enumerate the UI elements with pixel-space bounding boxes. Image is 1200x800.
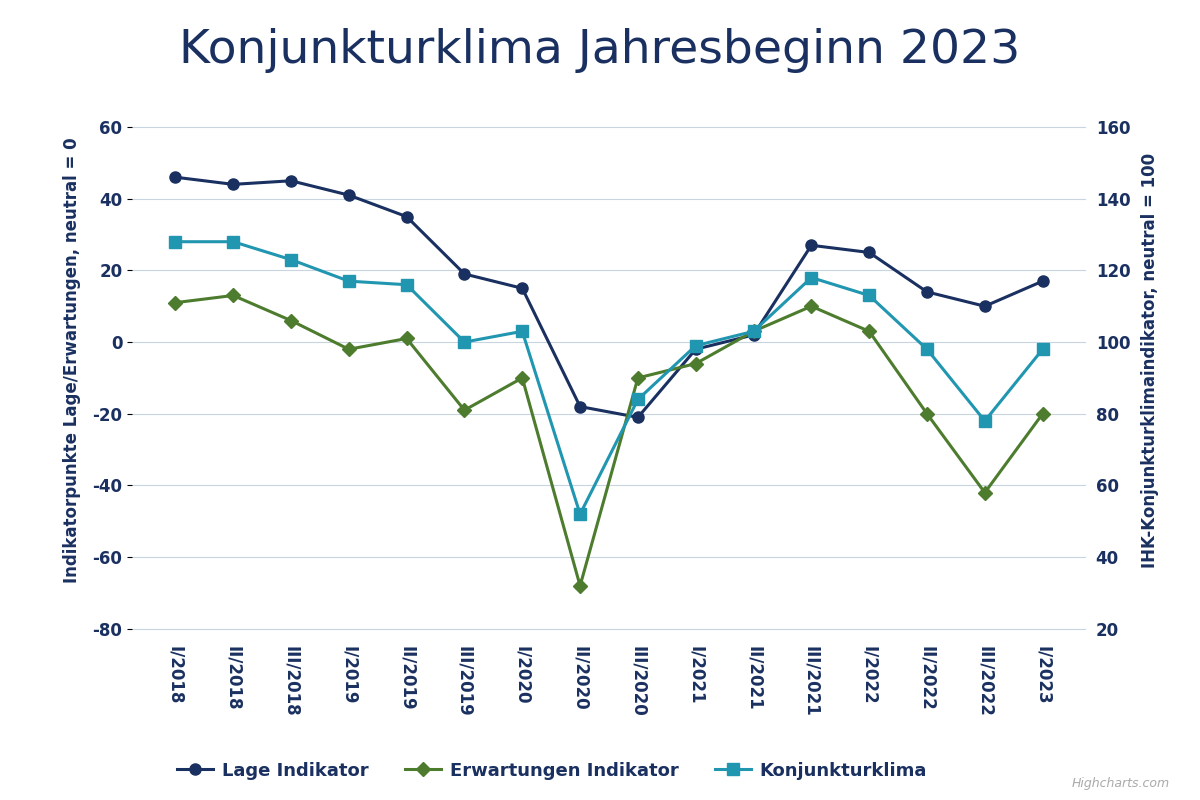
Erwartungen Indikator — [978, 488, 992, 498]
Erwartungen Indikator — [457, 406, 472, 415]
Konjunkturklima — [342, 276, 356, 286]
Konjunkturklima — [689, 341, 703, 350]
Text: Konjunkturklima Jahresbeginn 2023: Konjunkturklima Jahresbeginn 2023 — [179, 28, 1021, 73]
Lage Indikator — [746, 330, 761, 340]
Lage Indikator — [1036, 276, 1050, 286]
Konjunkturklima — [746, 326, 761, 336]
Konjunkturklima — [515, 326, 529, 336]
Konjunkturklima — [226, 237, 240, 246]
Lage Indikator — [689, 345, 703, 354]
Konjunkturklima — [1036, 345, 1050, 354]
Lage Indikator — [804, 241, 818, 250]
Erwartungen Indikator — [689, 358, 703, 368]
Lage Indikator — [631, 413, 646, 422]
Lage Indikator — [284, 176, 299, 186]
Konjunkturklima — [920, 345, 935, 354]
Erwartungen Indikator — [572, 581, 587, 590]
Erwartungen Indikator — [1036, 409, 1050, 418]
Lage Indikator — [920, 287, 935, 297]
Erwartungen Indikator — [746, 326, 761, 336]
Lage Indikator — [572, 402, 587, 411]
Erwartungen Indikator — [515, 373, 529, 382]
Text: Highcharts.com: Highcharts.com — [1072, 778, 1170, 790]
Konjunkturklima — [804, 273, 818, 282]
Line: Erwartungen Indikator: Erwartungen Indikator — [170, 290, 1048, 590]
Konjunkturklima — [631, 394, 646, 404]
Konjunkturklima — [572, 510, 587, 519]
Erwartungen Indikator — [804, 302, 818, 311]
Konjunkturklima — [862, 290, 876, 300]
Erwartungen Indikator — [400, 334, 414, 343]
Legend: Lage Indikator, Erwartungen Indikator, Konjunkturklima: Lage Indikator, Erwartungen Indikator, K… — [169, 754, 935, 787]
Lage Indikator — [457, 269, 472, 278]
Erwartungen Indikator — [342, 345, 356, 354]
Lage Indikator — [226, 179, 240, 189]
Lage Indikator — [400, 212, 414, 222]
Line: Konjunkturklima: Konjunkturklima — [170, 236, 1048, 520]
Lage Indikator — [342, 190, 356, 200]
Konjunkturklima — [284, 255, 299, 265]
Erwartungen Indikator — [631, 373, 646, 382]
Lage Indikator — [862, 248, 876, 258]
Erwartungen Indikator — [284, 316, 299, 326]
Konjunkturklima — [978, 416, 992, 426]
Lage Indikator — [168, 172, 182, 182]
Erwartungen Indikator — [226, 290, 240, 300]
Line: Lage Indikator: Lage Indikator — [170, 172, 1048, 423]
Konjunkturklima — [400, 280, 414, 290]
Erwartungen Indikator — [168, 298, 182, 307]
Lage Indikator — [515, 283, 529, 293]
Konjunkturklima — [457, 338, 472, 347]
Erwartungen Indikator — [920, 409, 935, 418]
Erwartungen Indikator — [862, 326, 876, 336]
Y-axis label: Indikatorpunkte Lage/Erwartungen, neutral = 0: Indikatorpunkte Lage/Erwartungen, neutra… — [64, 137, 82, 583]
Konjunkturklima — [168, 237, 182, 246]
Y-axis label: IHK-Konjunkturklimaindikator, neutral = 100: IHK-Konjunkturklimaindikator, neutral = … — [1141, 153, 1159, 567]
Lage Indikator — [978, 302, 992, 311]
